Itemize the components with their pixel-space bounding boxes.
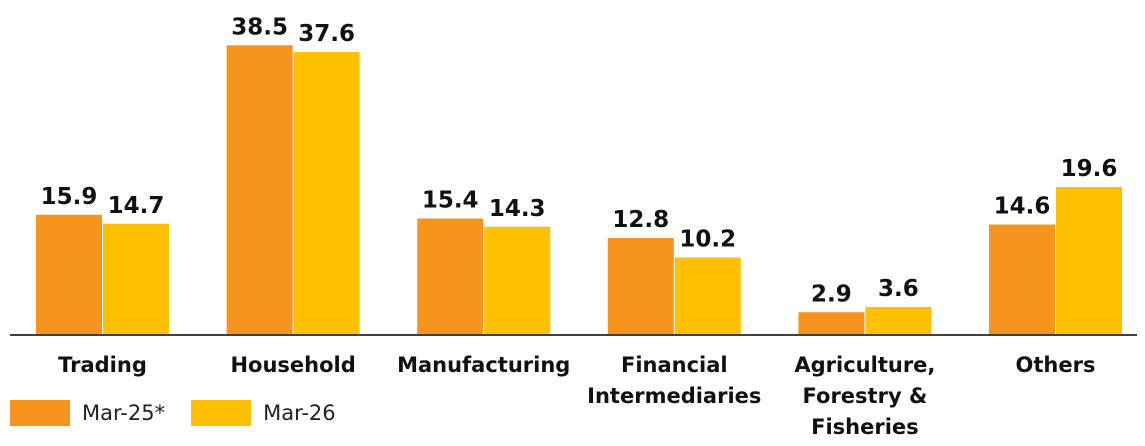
data-label-household-mar-25: 38.5 <box>231 14 288 40</box>
legend-label-mar-25: Mar-25* <box>82 401 166 425</box>
bar-trading-mar-25 <box>36 214 102 334</box>
category-label-others: Others <box>1016 353 1096 377</box>
data-label-trading-mar-25: 15.9 <box>41 184 98 210</box>
category-label-line: Fisheries <box>811 415 919 439</box>
data-label-household-mar-26: 37.6 <box>298 21 355 47</box>
bar-household-mar-26 <box>293 52 360 334</box>
bar-financial-intermediaries-mar-26 <box>674 257 741 334</box>
category-labels-group: Trading Household Manufacturing Financial In… <box>58 353 1095 439</box>
bar-agriculture-forestry-fisheries-mar-26 <box>865 307 932 334</box>
category-label-trading: Trading <box>58 353 147 377</box>
data-label-manufacturing-mar-25: 15.4 <box>422 188 479 214</box>
data-label-others-mar-26: 19.6 <box>1061 156 1118 182</box>
data-label-agriculture-forestry-fisheries-mar-26: 3.6 <box>878 276 919 302</box>
bar-manufacturing-mar-26 <box>484 226 551 334</box>
bar-household-mar-25 <box>226 45 293 334</box>
category-label-financial-intermediaries: Financial Intermediaries <box>587 353 761 408</box>
category-label-line: Intermediaries <box>587 384 761 408</box>
legend-swatch-mar-26 <box>191 400 252 426</box>
bar-trading-mar-26 <box>103 223 169 334</box>
bar-others-mar-25 <box>989 224 1055 334</box>
category-label-line: Financial <box>621 353 728 377</box>
category-label-agriculture-forestry-fisheries: Agriculture, Forestry & Fisheries <box>794 353 935 439</box>
category-label-line: Household <box>230 353 355 377</box>
category-label-household: Household <box>230 353 355 377</box>
data-label-financial-intermediaries-mar-25: 12.8 <box>612 207 669 233</box>
category-label-line: Forestry & <box>803 384 928 408</box>
category-label-line: Manufacturing <box>397 353 570 377</box>
legend-label-mar-26: Mar-26 <box>263 401 336 425</box>
bar-others-mar-26 <box>1056 187 1122 334</box>
category-label-manufacturing: Manufacturing <box>397 353 570 377</box>
category-label-line: Trading <box>58 353 147 377</box>
data-label-financial-intermediaries-mar-26: 10.2 <box>679 227 736 253</box>
legend-item-mar-25: Mar-25* <box>10 400 165 426</box>
category-label-line: Others <box>1016 353 1096 377</box>
data-label-manufacturing-mar-26: 14.3 <box>489 196 546 222</box>
bar-financial-intermediaries-mar-25 <box>607 238 674 334</box>
data-label-others-mar-25: 14.6 <box>994 194 1051 220</box>
bar-manufacturing-mar-25 <box>417 218 484 334</box>
data-labels-group: 15.9 14.7 38.5 37.6 15.4 14.3 12.8 10.2 2.9 3.6 14… <box>41 14 1118 307</box>
legend-item-mar-26: Mar-26 <box>191 400 336 426</box>
bar-agriculture-forestry-fisheries-mar-25 <box>798 312 865 334</box>
data-label-agriculture-forestry-fisheries-mar-25: 2.9 <box>811 281 852 307</box>
legend: Mar-25* Mar-26 <box>10 400 362 426</box>
category-label-line: Agriculture, <box>794 353 935 377</box>
bars-group <box>36 45 1122 334</box>
legend-swatch-mar-25 <box>10 400 70 426</box>
data-label-trading-mar-26: 14.7 <box>108 193 165 219</box>
